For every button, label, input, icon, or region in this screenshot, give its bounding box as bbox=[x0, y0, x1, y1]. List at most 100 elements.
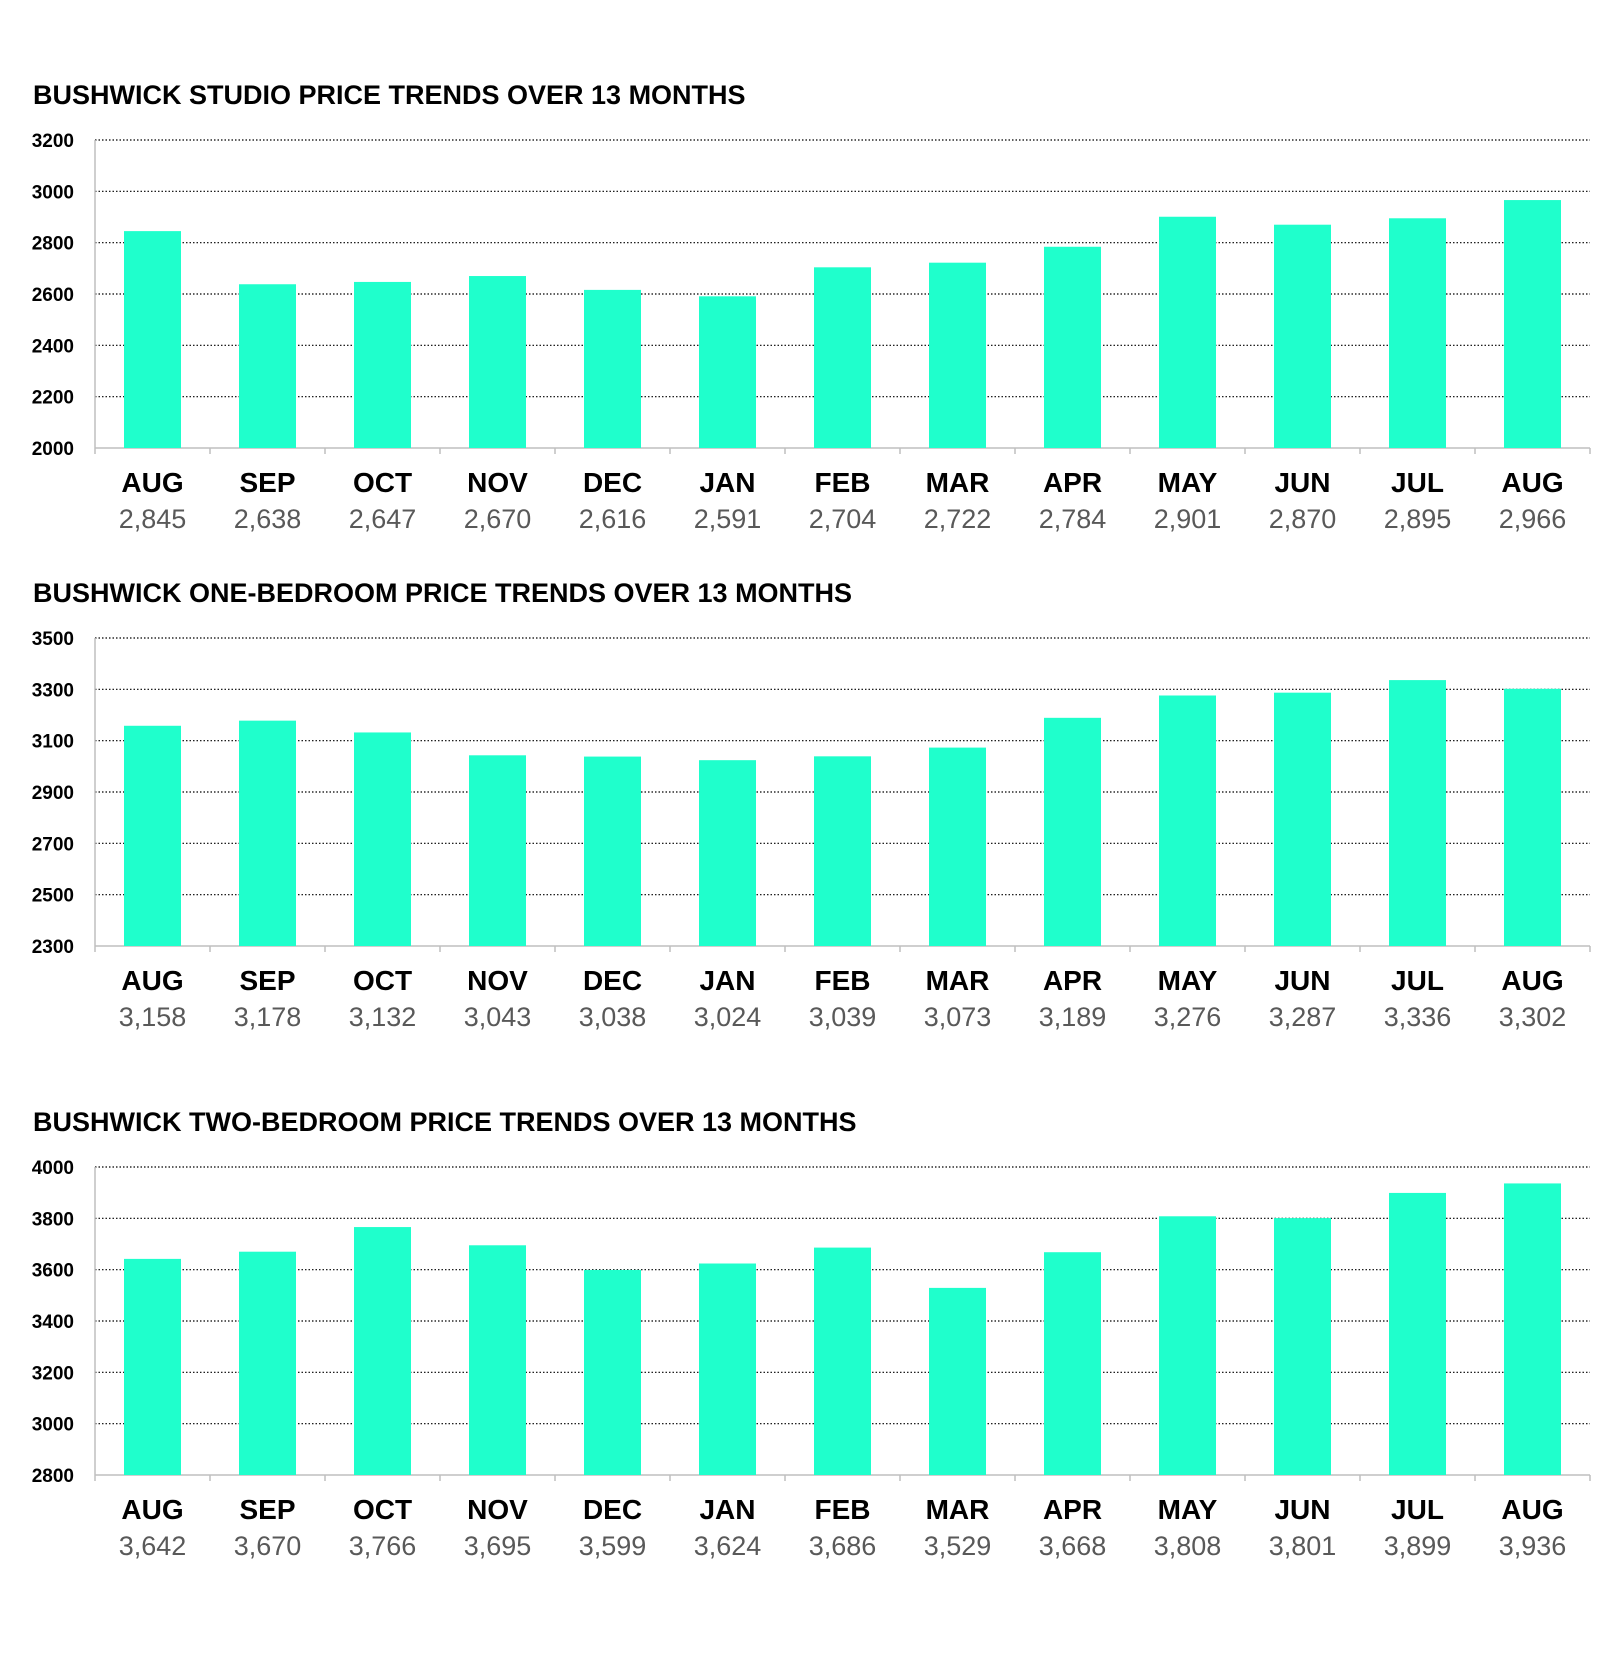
value-label: 2,704 bbox=[809, 504, 877, 534]
category-label: OCT bbox=[353, 965, 412, 996]
bar bbox=[354, 732, 411, 946]
bar bbox=[814, 1247, 871, 1475]
value-label: 3,336 bbox=[1384, 1002, 1452, 1032]
y-tick-label: 3200 bbox=[32, 1363, 74, 1384]
value-label: 3,695 bbox=[464, 1531, 532, 1561]
value-label: 2,870 bbox=[1269, 504, 1337, 534]
bar bbox=[1504, 200, 1561, 448]
bar bbox=[1389, 680, 1446, 946]
one-bedroom-price-chart: BUSHWICK ONE-BEDROOM PRICE TRENDS OVER 1… bbox=[0, 578, 1600, 1108]
value-label: 3,287 bbox=[1269, 1002, 1337, 1032]
category-label: JUL bbox=[1391, 467, 1444, 498]
value-label: 3,038 bbox=[579, 1002, 647, 1032]
category-label: AUG bbox=[121, 1494, 183, 1525]
bar bbox=[239, 720, 296, 946]
category-label: NOV bbox=[467, 467, 528, 498]
bar bbox=[1504, 1183, 1561, 1475]
value-label: 3,599 bbox=[579, 1531, 647, 1561]
bar bbox=[699, 1263, 756, 1475]
bar bbox=[354, 1227, 411, 1475]
two-bedroom-price-chart: BUSHWICK TWO-BEDROOM PRICE TRENDS OVER 1… bbox=[0, 1107, 1600, 1637]
y-tick-label: 2000 bbox=[32, 439, 74, 460]
category-label: DEC bbox=[583, 965, 642, 996]
y-tick-label: 3800 bbox=[32, 1209, 74, 1230]
bar bbox=[584, 756, 641, 946]
category-label: AUG bbox=[1501, 1494, 1563, 1525]
bar bbox=[1044, 246, 1101, 448]
category-label: FEB bbox=[815, 1494, 871, 1525]
bar bbox=[584, 1269, 641, 1475]
value-label: 2,722 bbox=[924, 504, 992, 534]
value-label: 2,784 bbox=[1039, 504, 1107, 534]
category-label: AUG bbox=[1501, 467, 1563, 498]
bar bbox=[124, 725, 181, 946]
bar bbox=[1159, 216, 1216, 448]
category-label: SEP bbox=[239, 467, 295, 498]
value-label: 3,668 bbox=[1039, 1531, 1107, 1561]
value-label: 3,766 bbox=[349, 1531, 417, 1561]
bar bbox=[1389, 1192, 1446, 1475]
value-label: 2,966 bbox=[1499, 504, 1567, 534]
value-label: 3,808 bbox=[1154, 1531, 1222, 1561]
category-label: JUN bbox=[1274, 965, 1330, 996]
bar bbox=[584, 289, 641, 448]
y-tick-label: 3100 bbox=[32, 732, 74, 753]
y-tick-label: 3200 bbox=[32, 131, 74, 152]
category-label: DEC bbox=[583, 467, 642, 498]
bar bbox=[929, 262, 986, 448]
category-label: APR bbox=[1043, 965, 1102, 996]
value-label: 3,936 bbox=[1499, 1531, 1567, 1561]
value-label: 2,591 bbox=[694, 504, 762, 534]
value-label: 2,845 bbox=[119, 504, 187, 534]
y-tick-label: 3500 bbox=[32, 629, 74, 650]
bar bbox=[1274, 224, 1331, 448]
category-label: JAN bbox=[699, 1494, 755, 1525]
category-label: NOV bbox=[467, 1494, 528, 1525]
y-tick-label: 3400 bbox=[32, 1312, 74, 1333]
category-label: SEP bbox=[239, 1494, 295, 1525]
value-label: 2,901 bbox=[1154, 504, 1222, 534]
bar bbox=[239, 1251, 296, 1475]
two-bedroom-chart-plot: 2800 3000 3200 3400 3600 3800 4000 AUG 3,642 SEP 3… bbox=[32, 1158, 1591, 1561]
value-label: 2,638 bbox=[234, 504, 302, 534]
category-label: DEC bbox=[583, 1494, 642, 1525]
category-label: AUG bbox=[1501, 965, 1563, 996]
bar bbox=[1274, 1218, 1331, 1475]
value-label: 2,616 bbox=[579, 504, 647, 534]
y-tick-label: 3600 bbox=[32, 1261, 74, 1282]
y-tick-label: 2900 bbox=[32, 783, 74, 804]
bar bbox=[469, 755, 526, 946]
bar bbox=[814, 267, 871, 448]
category-label: MAR bbox=[926, 965, 990, 996]
bar bbox=[1044, 717, 1101, 946]
value-label: 3,801 bbox=[1269, 1531, 1337, 1561]
value-label: 3,686 bbox=[809, 1531, 877, 1561]
bar bbox=[1159, 695, 1216, 946]
value-label: 3,043 bbox=[464, 1002, 532, 1032]
category-label: JUN bbox=[1274, 1494, 1330, 1525]
bar bbox=[354, 281, 411, 448]
y-tick-label: 2200 bbox=[32, 388, 74, 409]
y-tick-label: 2400 bbox=[32, 336, 74, 357]
value-label: 3,642 bbox=[119, 1531, 187, 1561]
bar bbox=[1504, 688, 1561, 946]
value-label: 2,647 bbox=[349, 504, 417, 534]
bar bbox=[1044, 1252, 1101, 1475]
y-tick-label: 2800 bbox=[32, 1466, 74, 1487]
one-bedroom-chart-plot: 2300 2500 2700 2900 3100 3300 3500 AUG 3,158 SEP 3… bbox=[32, 629, 1591, 1032]
bar bbox=[929, 747, 986, 946]
category-label: AUG bbox=[121, 965, 183, 996]
category-label: MAR bbox=[926, 1494, 990, 1525]
value-label: 2,670 bbox=[464, 504, 532, 534]
value-label: 3,039 bbox=[809, 1002, 877, 1032]
bar bbox=[124, 231, 181, 448]
bar bbox=[929, 1287, 986, 1475]
category-label: MAY bbox=[1158, 1494, 1218, 1525]
bar bbox=[699, 760, 756, 946]
bar bbox=[1159, 1216, 1216, 1475]
category-label: AUG bbox=[121, 467, 183, 498]
value-label: 3,073 bbox=[924, 1002, 992, 1032]
bar bbox=[239, 284, 296, 448]
value-label: 3,158 bbox=[119, 1002, 187, 1032]
